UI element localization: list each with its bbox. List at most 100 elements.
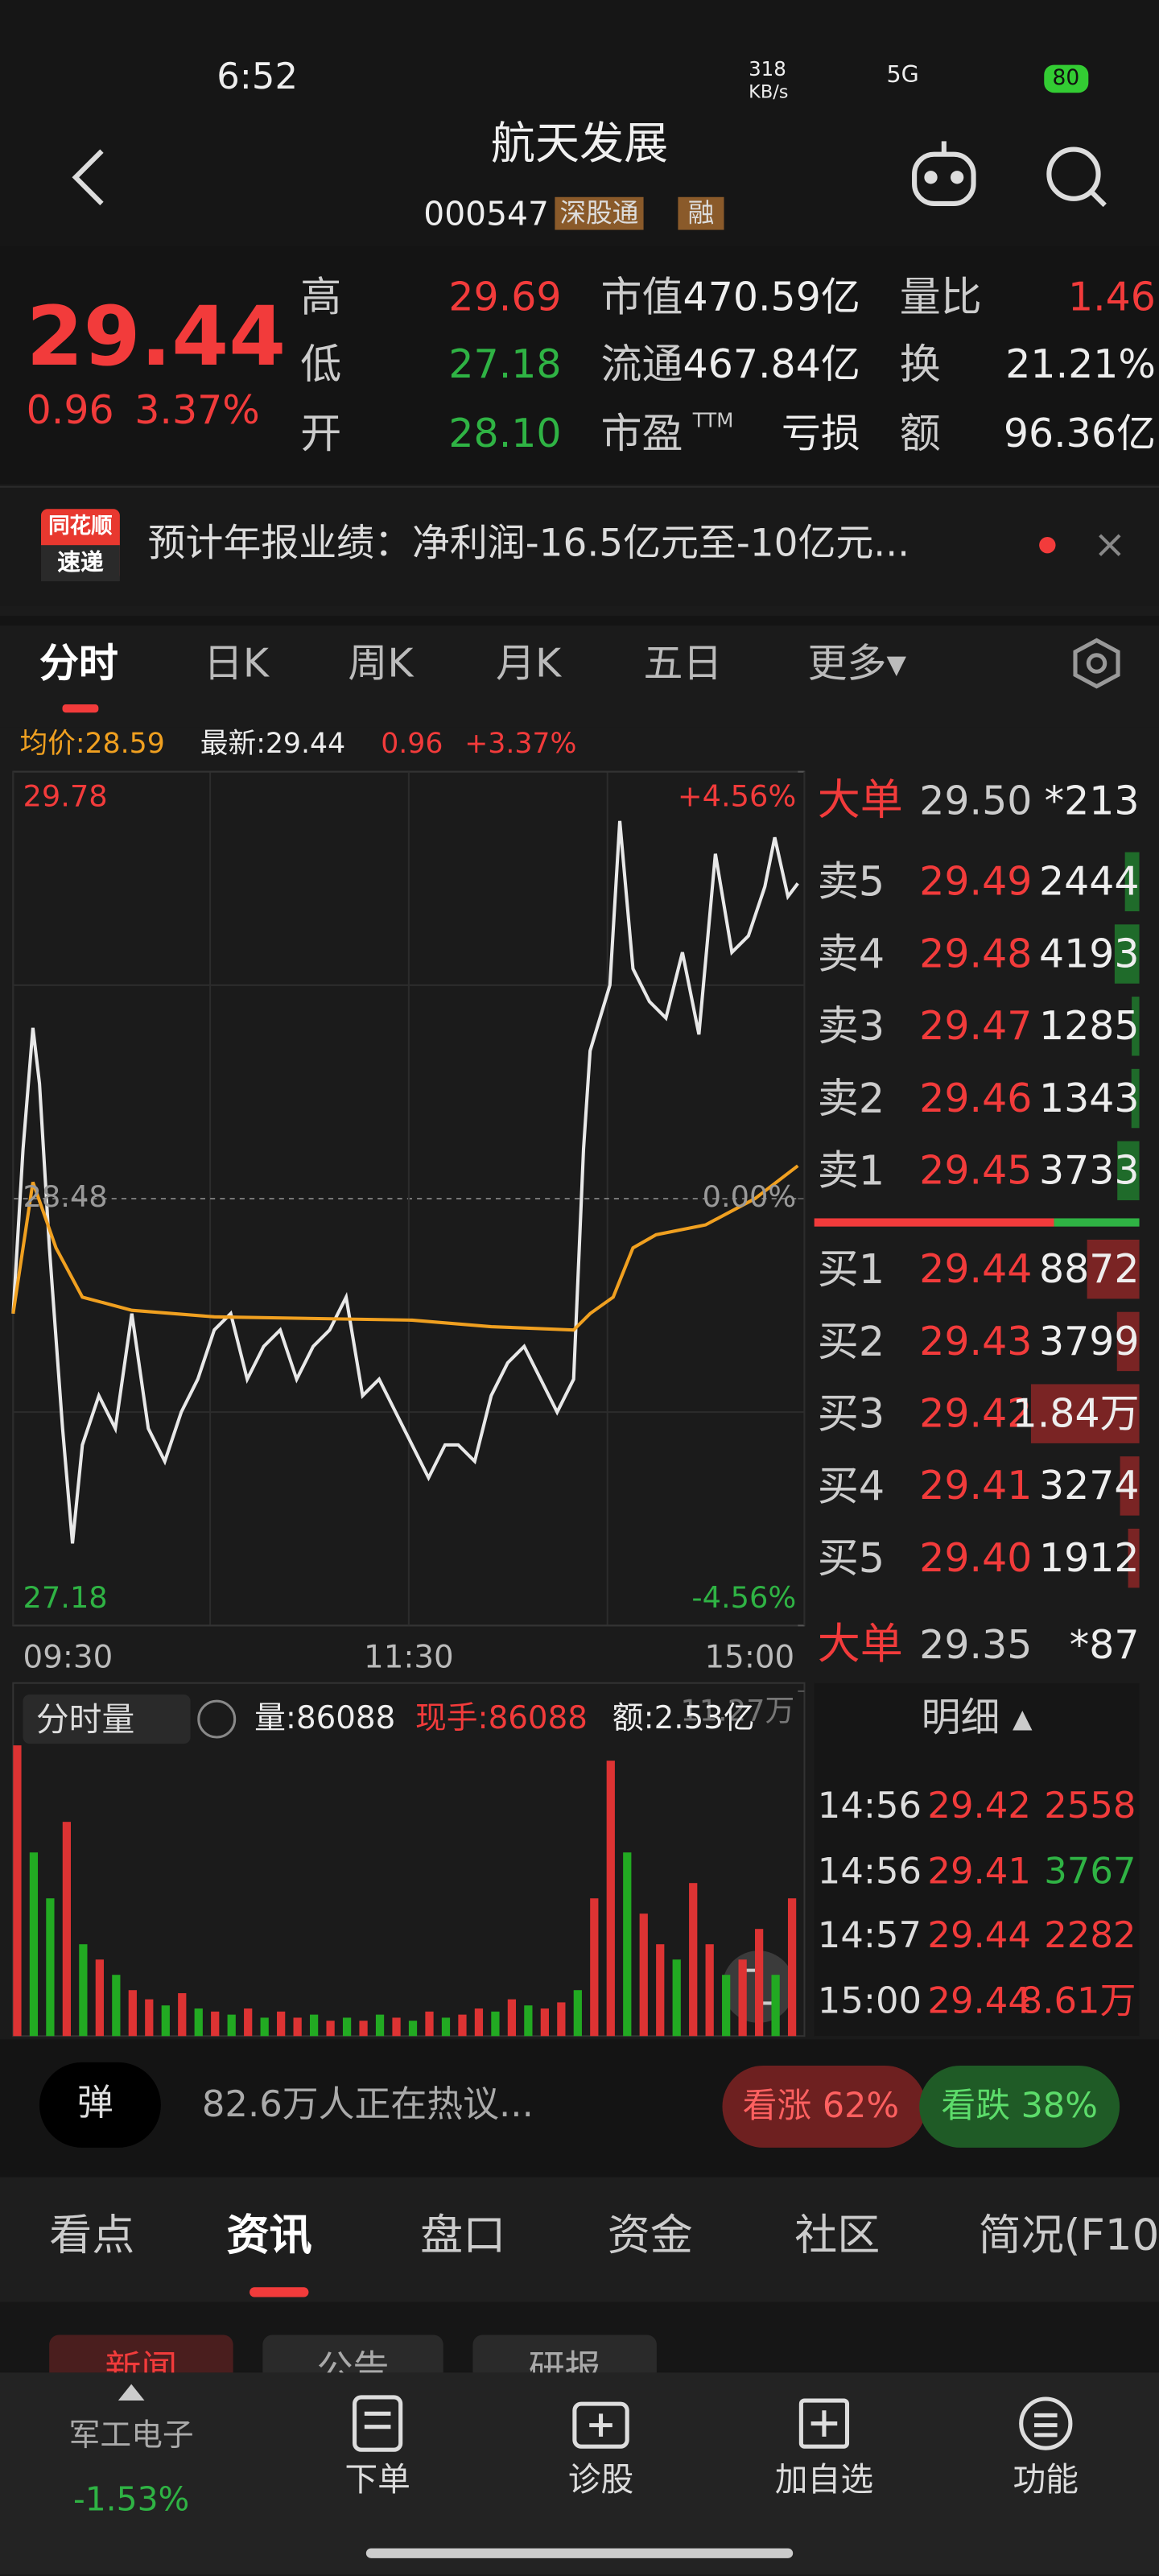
- volume-bar: [161, 2005, 170, 2037]
- trade-time: 14:57: [817, 1916, 922, 1958]
- book-volume: 3733: [1038, 1147, 1140, 1194]
- volume-bar: [458, 2014, 467, 2037]
- y2-tick-label: -4.56%: [691, 1581, 797, 1616]
- last-price: 29.44: [26, 288, 287, 385]
- book-volume: 4193: [1038, 931, 1140, 977]
- network: 5G: [886, 62, 919, 89]
- volume-bar: [145, 1999, 154, 2037]
- detail-title[interactable]: 明细 ▴: [921, 1694, 1033, 1741]
- close-icon[interactable]: [1099, 534, 1121, 556]
- volume-bar: [722, 1975, 731, 2037]
- stat-label: 额: [899, 409, 941, 458]
- stat-label: 量比: [899, 273, 982, 321]
- info-tab[interactable]: 看点: [49, 2211, 135, 2261]
- bullish-label[interactable]: 看涨 62%: [742, 2086, 900, 2126]
- volume-bar: [13, 1745, 22, 2037]
- info-tab[interactable]: 资讯: [226, 2211, 312, 2261]
- volume-bar: [392, 2017, 401, 2037]
- volume-bar: [62, 1822, 72, 2037]
- news-bar[interactable]: [0, 485, 1159, 606]
- stat-label: 市盈: [600, 409, 683, 458]
- volume-bar: [507, 1999, 517, 2037]
- nav-item[interactable]: 诊股: [567, 2459, 634, 2500]
- book-volume: 1912: [1038, 1535, 1140, 1582]
- chart-tab[interactable]: 分时: [39, 640, 118, 687]
- y2-tick-label: 0.00%: [702, 1180, 797, 1216]
- settings-icon[interactable]: [1073, 638, 1120, 689]
- book-label: 卖5: [817, 857, 885, 906]
- nav-item[interactable]: 加自选: [774, 2459, 874, 2500]
- back-icon[interactable]: [72, 149, 104, 206]
- danmu-toggle[interactable]: [39, 2062, 161, 2148]
- depth-bar: [1087, 1239, 1140, 1299]
- volume-bar: [112, 1975, 121, 2037]
- volume-bar: [408, 2021, 418, 2037]
- latest-price: 最新:29.44: [200, 728, 346, 762]
- volume-bar: [79, 1944, 88, 2037]
- depth-bar: [1030, 1384, 1140, 1443]
- big-order-count: *213: [1044, 778, 1140, 824]
- stat-label: 市值: [600, 273, 683, 321]
- book-volume: 1.84万: [1012, 1390, 1140, 1437]
- book-price: 29.45: [919, 1147, 1033, 1194]
- volume-bar: [277, 2011, 286, 2037]
- chart-tab[interactable]: 日K: [203, 640, 270, 687]
- chart-tab[interactable]: 五日: [643, 640, 723, 687]
- news-text[interactable]: 预计年报业绩：净利润-16.5亿元至-10亿元...: [147, 522, 910, 566]
- trade-volume: 8.61万: [1019, 1981, 1136, 2023]
- big-order-price: 29.35: [919, 1622, 1033, 1669]
- depth-bar: [1114, 924, 1140, 984]
- y2-tick-label: +4.56%: [677, 779, 797, 815]
- stat-label: 开: [300, 409, 342, 458]
- book-label: 卖2: [817, 1074, 885, 1123]
- book-volume: 3274: [1038, 1463, 1140, 1509]
- y-tick-label: 27.18: [23, 1581, 108, 1616]
- x-tick-label: 15:00: [704, 1639, 795, 1676]
- info-tab[interactable]: 盘口: [420, 2211, 506, 2261]
- info-tab-bar: [0, 2177, 1159, 2302]
- settings-icon-center: [1086, 653, 1107, 674]
- volume-title[interactable]: 分时量: [35, 1699, 135, 1740]
- sector-change: -1.53%: [73, 2479, 190, 2519]
- stock-name: 航天发展: [490, 118, 669, 171]
- price-line: [11, 820, 799, 1544]
- danmu-label[interactable]: 弹: [76, 2083, 113, 2125]
- robot-icon[interactable]: [912, 141, 976, 206]
- volume-bar: [738, 1959, 747, 2037]
- discussion-count[interactable]: 82.6万人正在热议...: [201, 2085, 534, 2127]
- nav-item[interactable]: 功能: [1013, 2459, 1079, 2500]
- stat-value: 1.46: [1067, 274, 1156, 320]
- nav-icon-group: [353, 2395, 1073, 2452]
- trade-time: 15:00: [817, 1981, 922, 2023]
- info-tab[interactable]: 社区: [794, 2211, 881, 2261]
- last-volume: 现手:86088: [415, 1700, 588, 1736]
- volume-selector[interactable]: [23, 1694, 191, 1744]
- battery: 80: [1044, 64, 1088, 93]
- depth-bar: [1116, 1311, 1140, 1372]
- help-icon[interactable]: [197, 1699, 237, 1739]
- volume-bar: [787, 1898, 797, 2037]
- info-tab[interactable]: 资金: [607, 2211, 693, 2261]
- chart-tab[interactable]: 周K: [348, 640, 414, 687]
- trade-price: 29.41: [927, 1852, 1031, 1893]
- trade-price: 29.44: [927, 1981, 1031, 2023]
- news-badge-top: 同花顺: [48, 514, 113, 540]
- x-tick-label: 09:30: [23, 1639, 113, 1676]
- nav-item[interactable]: 下单: [344, 2459, 410, 2500]
- sector-name[interactable]: 军工电子: [68, 2417, 194, 2454]
- chart-tab[interactable]: 更多▾: [807, 640, 907, 687]
- book-volume: 8872: [1038, 1246, 1140, 1293]
- trade-price: 29.44: [927, 1916, 1031, 1958]
- volume-bar: [623, 1852, 632, 2037]
- search-icon[interactable]: [1046, 147, 1107, 208]
- bearish-button[interactable]: [919, 2065, 1120, 2148]
- volume-bar: [441, 2017, 451, 2037]
- stat-label: 换: [899, 341, 941, 389]
- bearish-label[interactable]: 看跌 38%: [941, 2086, 1098, 2126]
- bullish-button[interactable]: [722, 2065, 926, 2148]
- volume-bar: [425, 2011, 434, 2037]
- volume-bar: [293, 2017, 302, 2037]
- info-tab[interactable]: 简况(F10: [978, 2211, 1159, 2261]
- collapse-arrow[interactable]: [118, 2384, 145, 2401]
- chart-tab[interactable]: 月K: [495, 640, 562, 687]
